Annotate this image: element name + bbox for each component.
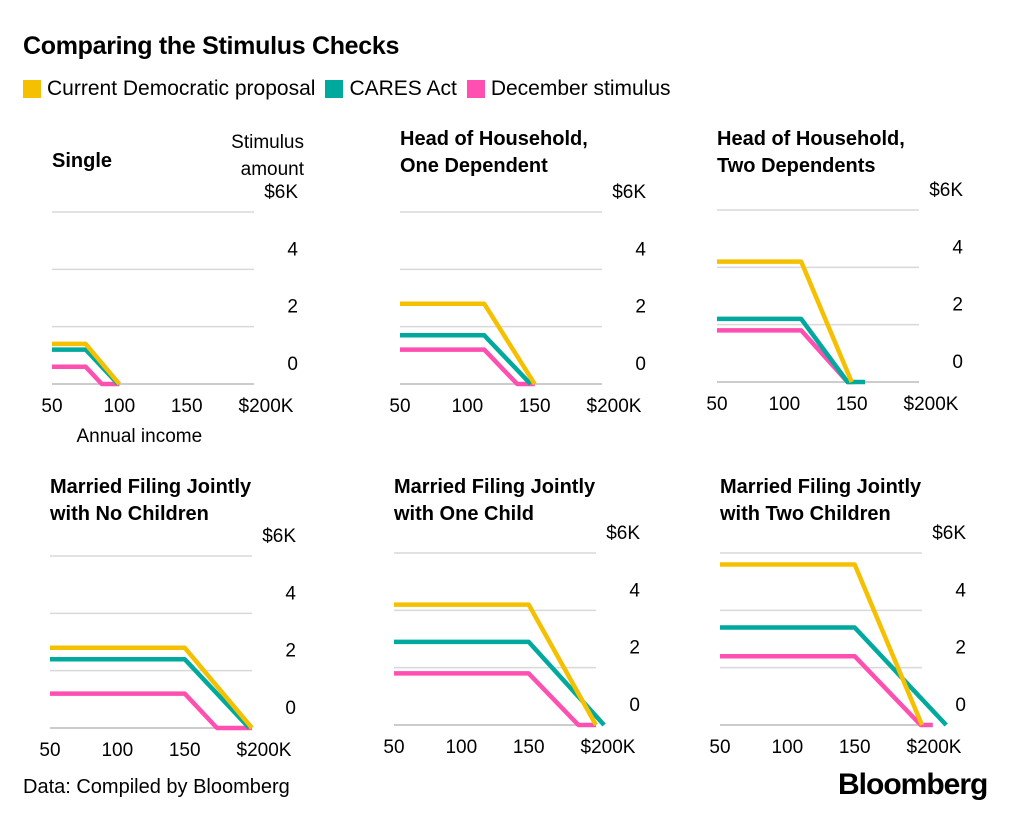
panel-3: Head of Household, Two Dependents $6K 4 2 0 50… (706, 128, 963, 415)
series-line-december (400, 347, 535, 387)
series-line-cares (50, 656, 251, 730)
series-line-democratic (720, 562, 925, 726)
x-tick-label: 150 (519, 396, 551, 417)
x-tick-label: 50 (41, 396, 62, 417)
panel-5: Married Filing Jointly with One Child $6K 4… (383, 476, 640, 758)
panel-4: Married Filing Jointly with No Children $6… (39, 476, 296, 761)
x-tick-label: $200K (581, 737, 636, 758)
series-line-democratic (52, 341, 122, 386)
x-tick-label: 50 (39, 740, 60, 761)
chart-title: Comparing the Stimulus Checks (23, 32, 400, 60)
x-tick-label: $200K (907, 737, 962, 758)
y-axis-title: Stimulus (231, 132, 304, 153)
x-tick-label: 150 (839, 737, 871, 758)
y-tick-label: $6K (264, 182, 298, 203)
panel-title: Married Filing Jointly (720, 476, 922, 498)
legend-swatch-cares (325, 80, 344, 98)
y-tick-label: $6K (606, 523, 640, 544)
y-tick-label: $6K (932, 523, 966, 544)
y-tick-label: 4 (955, 580, 966, 601)
panel-2: Head of Household, One Dependent $6K 4 2 0 50 1… (389, 128, 646, 417)
series-line-democratic (717, 259, 854, 383)
series-line-democratic (400, 301, 537, 386)
series-line-december (50, 691, 252, 731)
y-tick-label: $6K (929, 180, 963, 201)
panel-title: One Dependent (400, 155, 548, 177)
panel-title: Married Filing Jointly (394, 476, 596, 498)
panel-title: Head of Household, (717, 128, 905, 150)
y-tick-label: $6K (262, 526, 296, 547)
series-line-cares (720, 625, 948, 727)
y-tick-label: 4 (285, 583, 296, 604)
x-tick-label: 50 (706, 394, 727, 415)
series-line-december (394, 671, 596, 728)
x-tick-label: 100 (445, 737, 477, 758)
series-line-democratic (394, 602, 598, 727)
series-line-december (720, 653, 933, 728)
panel-title: Single (52, 150, 112, 172)
y-tick-label: 0 (629, 695, 640, 716)
legend-label-cares: CARES Act (349, 77, 457, 100)
x-tick-label: 100 (768, 394, 800, 415)
x-tick-label: 100 (771, 737, 803, 758)
y-tick-label: $6K (612, 182, 646, 203)
legend-item-december: December stimulus (466, 77, 671, 101)
series-line-cares (717, 316, 866, 385)
panel-title: with No Children (49, 503, 209, 525)
x-tick-label: 100 (451, 396, 483, 417)
x-tick-label: 150 (169, 740, 201, 761)
x-tick-label: $200K (587, 396, 642, 417)
x-tick-label: 100 (103, 396, 135, 417)
x-tick-label: 150 (513, 737, 545, 758)
y-tick-label: 4 (629, 580, 640, 601)
y-tick-label: 2 (952, 295, 963, 316)
y-tick-label: 0 (955, 695, 966, 716)
legend-swatch-democratic (23, 80, 41, 98)
y-tick-label: 2 (635, 297, 646, 318)
y-tick-label: 2 (285, 641, 296, 662)
x-tick-label: 50 (389, 396, 410, 417)
panel-1: Single Stimulus amount$6K 4 2 0 50 100 150 $200K A… (41, 132, 304, 447)
y-tick-label: 2 (955, 638, 966, 659)
legend: Current Democratic proposal CARES Act De… (23, 76, 681, 102)
y-tick-label: 0 (287, 354, 298, 375)
panel-title: Two Dependents (717, 155, 876, 177)
y-tick-label: 4 (287, 239, 298, 260)
source-note: Data: Compiled by Bloomberg (23, 776, 290, 798)
y-tick-label: 4 (952, 237, 963, 258)
series-line-democratic (50, 645, 254, 730)
x-tick-label: 150 (171, 396, 203, 417)
panel-title: with One Child (393, 503, 534, 525)
bloomberg-logo: Bloomberg (838, 768, 988, 801)
x-tick-label: $200K (904, 394, 959, 415)
y-tick-label: 2 (287, 297, 298, 318)
legend-label-democratic: Current Democratic proposal (47, 77, 316, 100)
legend-item-democratic: Current Democratic proposal (23, 77, 315, 101)
x-axis-title: Annual income (76, 426, 202, 447)
y-tick-label: 0 (635, 354, 646, 375)
x-tick-label: $200K (239, 396, 294, 417)
x-tick-label: 50 (709, 737, 730, 758)
legend-swatch-december (466, 80, 485, 98)
series-line-cares (400, 333, 533, 386)
y-axis-title: amount (241, 159, 305, 180)
y-tick-label: 2 (629, 638, 640, 659)
x-tick-label: 100 (101, 740, 133, 761)
x-tick-label: 50 (383, 737, 404, 758)
panel-title: Head of Household, (400, 128, 588, 150)
series-line-december (52, 364, 120, 387)
legend-item-cares: CARES Act (325, 77, 457, 101)
panel-title: Married Filing Jointly (50, 476, 252, 498)
x-tick-label: 150 (836, 394, 868, 415)
y-tick-label: 0 (285, 698, 296, 719)
panel-title: with Two Children (719, 503, 891, 525)
y-tick-label: 4 (635, 239, 646, 260)
legend-label-december: December stimulus (490, 77, 671, 100)
y-tick-label: 0 (952, 352, 963, 373)
x-tick-label: $200K (237, 740, 292, 761)
panel-6: Married Filing Jointly with Two Children $… (709, 476, 966, 758)
